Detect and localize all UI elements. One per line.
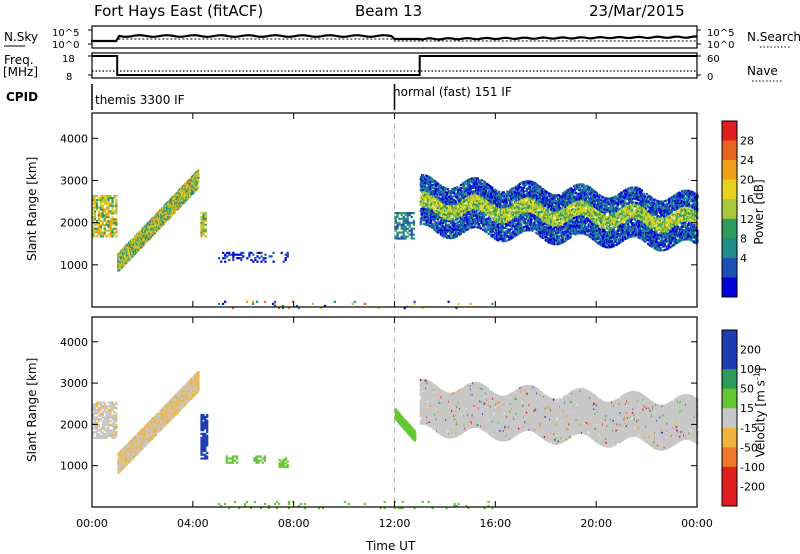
nave-tick-bottom: 0 [707,72,714,83]
nave-tick-top: 60 [707,54,720,65]
power-band-early [92,195,118,238]
xtick-1: 04:00 [177,517,209,530]
xtick-2: 08:00 [278,517,310,530]
freq-tick-top: 18 [62,54,75,65]
freq-panel [91,52,698,79]
velocity-colorbar-swatch-6 [722,447,737,468]
nsky-tick-bottom: 10^0 [52,40,80,51]
power-colorbar-tick-16: 16 [740,193,754,206]
power-colorbar-swatch-1 [722,140,737,161]
power-band-morning [218,251,289,263]
velocity-ytick-4000: 4000 [60,336,88,349]
nave-label: Nave [747,64,778,78]
velocity-colorbar-swatch-5 [722,427,737,448]
velocity-band-0630 [253,455,266,464]
power-colorbar-label: Power [dB] [752,179,766,245]
power-colorbar-swatch-5 [722,218,737,239]
nsky-label: N.Sky [4,30,39,44]
freq-tick-bottom: 8 [66,72,73,83]
power-colorbar-tick-4: 4 [740,252,747,265]
xtick-4: 16:00 [479,517,511,530]
velocity-colorbar-tick-100: 100 [740,363,761,376]
velocity-colorbar-tick--50: -50 [740,441,758,454]
velocity-colorbar-tick-50: 50 [740,383,754,396]
velocity-colorbar-swatch-0 [722,330,737,351]
velocity-band-0730 [278,457,289,468]
velocity-band-early [92,401,118,439]
xtick-0: 00:00 [76,517,108,530]
power-ground-scatter [218,300,494,310]
velocity-colorbar-tick-15: 15 [740,402,754,415]
power-ytick-2000: 2000 [60,217,88,230]
cpid-label: CPID [6,90,39,104]
xtick-3: 12:00 [379,517,411,530]
beam-title: Beam 13 [355,2,423,20]
power-ytick-3000: 3000 [60,174,88,187]
power-ylabel: Slant Range [km] [25,156,39,261]
power-colorbar-swatch-6 [722,238,737,259]
nsearch-label: N.Search [747,30,800,44]
velocity-ytick-1000: 1000 [60,460,88,473]
velocity-colorbar-swatch-4 [722,408,737,429]
velocity-ytick-3000: 3000 [60,377,88,390]
station-title: Fort Hays East (fitACF) [94,2,264,20]
power-colorbar-swatch-4 [722,199,737,220]
velocity-colorbar-tick--15: -15 [740,422,758,435]
velocity-band-0530 [225,455,239,464]
velocity-colorbar-tick--200: -200 [740,480,765,493]
power-band-0430 [200,211,207,238]
power-colorbar [721,120,738,298]
velocity-colorbar [721,329,738,507]
velocity-colorbar-tick-200: 200 [740,344,761,357]
freq-series [92,55,697,76]
nsearch-tick-bottom: 10^0 [707,40,735,51]
power-colorbar-swatch-7 [722,257,737,278]
freq-label-1: Freq. [4,53,34,67]
power-colorbar-swatch-8 [722,277,737,298]
velocity-colorbar-swatch-7 [722,466,737,487]
power-colorbar-tick-24: 24 [740,154,754,167]
power-colorbar-tick-20: 20 [740,174,754,187]
velocity-ytick-2000: 2000 [60,418,88,431]
velocity-ground-scatter [218,500,494,510]
nsky-series [90,34,697,43]
velocity-colorbar-swatch-8 [722,486,737,507]
date-title: 23/Mar/2015 [589,2,685,20]
nsearch-tick-top: 10^5 [707,28,735,39]
x-axis-title: Time UT [366,539,416,553]
velocity-colorbar-label: Velocity [m s-1] [752,367,768,458]
velocity-colorbar-swatch-2 [722,369,737,390]
velocity-band-0430 [200,413,209,460]
power-colorbar-tick-12: 12 [740,213,754,226]
cpid-segment-1: themis 3300 IF [95,93,185,107]
nsearch-series [91,38,697,42]
velocity-colorbar-swatch-3 [722,388,737,409]
freq-label-2: [MHz] [3,65,39,79]
power-band-1200 [394,212,415,240]
velocity-ylabel: Slant Range [km] [25,357,39,462]
power-colorbar-tick-8: 8 [740,232,747,245]
nsky-tick-top: 10^5 [52,28,80,39]
cpid-segment-2: normal (fast) 151 IF [393,85,512,99]
power-ytick-1000: 1000 [60,259,88,272]
power-colorbar-swatch-3 [722,179,737,200]
power-ytick-4000: 4000 [60,132,88,145]
xtick-5: 20:00 [580,517,612,530]
power-colorbar-swatch-0 [722,121,737,142]
xtick-6: 00:00 [681,517,713,530]
power-colorbar-tick-28: 28 [740,135,754,148]
velocity-colorbar-tick--100: -100 [740,461,765,474]
power-colorbar-swatch-2 [722,160,737,181]
velocity-colorbar-swatch-1 [722,349,737,370]
